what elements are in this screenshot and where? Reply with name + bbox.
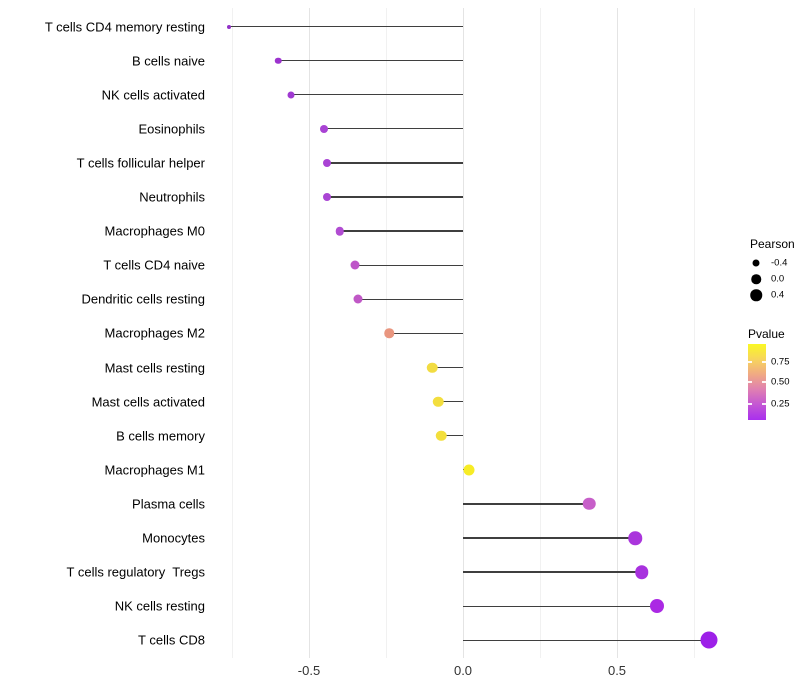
pvalue-bar-tick-left [748,403,752,405]
data-point-dot [226,24,231,29]
x-tick-label: 0.0 [453,663,473,678]
category-label: T cells CD8 [138,632,205,648]
data-point-dot [463,464,475,476]
pearson-legend-label: 0.4 [771,289,785,301]
pvalue-legend-title: Pvalue [748,327,785,341]
stem-line [438,400,463,403]
pearson-legend-dot [751,274,761,284]
pvalue-bar-tick-right [762,403,766,405]
data-point-dot [335,226,345,236]
data-point-dot [650,599,665,614]
pearson-legend-dot [750,289,762,301]
category-label: B cells memory [116,428,205,444]
stem-line [228,25,463,28]
data-point-dot [350,260,360,270]
category-label: Eosinophils [138,121,206,137]
pearson-legend-label: -0.4 [771,257,788,269]
x-tick-label: 0.5 [607,663,627,678]
minor-gridline [694,8,695,658]
data-point-dot [436,430,447,441]
stem-line [389,332,463,335]
stem-line [441,435,463,437]
category-label: Mast cells activated [91,394,205,410]
data-point-dot [384,328,394,339]
category-label: NK cells activated [101,87,205,103]
category-label: Macrophages M2 [104,325,205,341]
pvalue-bar-tick-left [748,361,752,363]
stem-line [327,162,463,164]
category-label: Monocytes [142,530,205,546]
data-point-dot [323,158,332,167]
data-point-dot [323,193,332,201]
stem-line [355,264,463,266]
category-label: Mast cells resting [104,360,205,375]
stem-line [463,605,658,607]
data-point-dot [320,124,329,133]
stem-line [278,59,463,62]
data-point-dot [628,531,643,545]
stem-line [358,298,463,300]
data-point-dot [433,396,444,407]
data-point-dot [583,497,596,511]
pvalue-legend-label: 0.25 [771,398,790,410]
category-label: Plasma cells [132,496,205,512]
category-label: B cells naive [132,53,205,69]
pearson-legend-dot [752,259,760,267]
pvalue-gradient-bar [748,344,766,420]
data-point-dot [700,631,718,649]
minor-gridline [540,8,541,658]
category-label: T cells CD4 naive [103,257,205,273]
stem-line [290,94,463,96]
data-point-dot [353,294,363,304]
stem-line [327,196,463,198]
stem-line [463,537,636,539]
stem-line [463,503,590,505]
pearson-legend-title: Pearson [750,237,795,251]
pvalue-legend-label: 0.75 [771,356,790,368]
minor-gridline [232,8,233,658]
data-point-dot [274,57,282,64]
category-label: T cells CD4 memory resting [44,19,205,34]
x-tick-label: -0.5 [297,663,321,678]
stem-line [463,571,642,573]
category-label: T cells follicular helper [76,155,205,171]
stem-line [339,230,463,232]
category-label: Macrophages M1 [104,462,205,478]
data-point-dot [634,565,649,579]
category-label: Dendritic cells resting [81,291,205,307]
major-gridline [617,8,618,658]
category-label: Neutrophils [139,189,205,205]
pearson-legend-label: 0.0 [771,273,785,285]
category-label: T cells regulatory Tregs [66,564,205,580]
stem-line [463,639,710,641]
pvalue-bar-tick-right [762,381,766,383]
pvalue-bar-tick-right [762,361,766,363]
category-label: Macrophages M0 [104,223,205,239]
pvalue-bar-tick-left [748,381,752,383]
major-gridline [463,8,464,658]
data-point-dot [287,91,295,99]
data-point-dot [426,362,438,373]
stem-line [432,366,463,369]
stem-line [324,128,463,130]
major-gridline [309,8,310,658]
pvalue-legend-label: 0.50 [771,376,790,388]
category-label: NK cells resting [114,598,205,614]
